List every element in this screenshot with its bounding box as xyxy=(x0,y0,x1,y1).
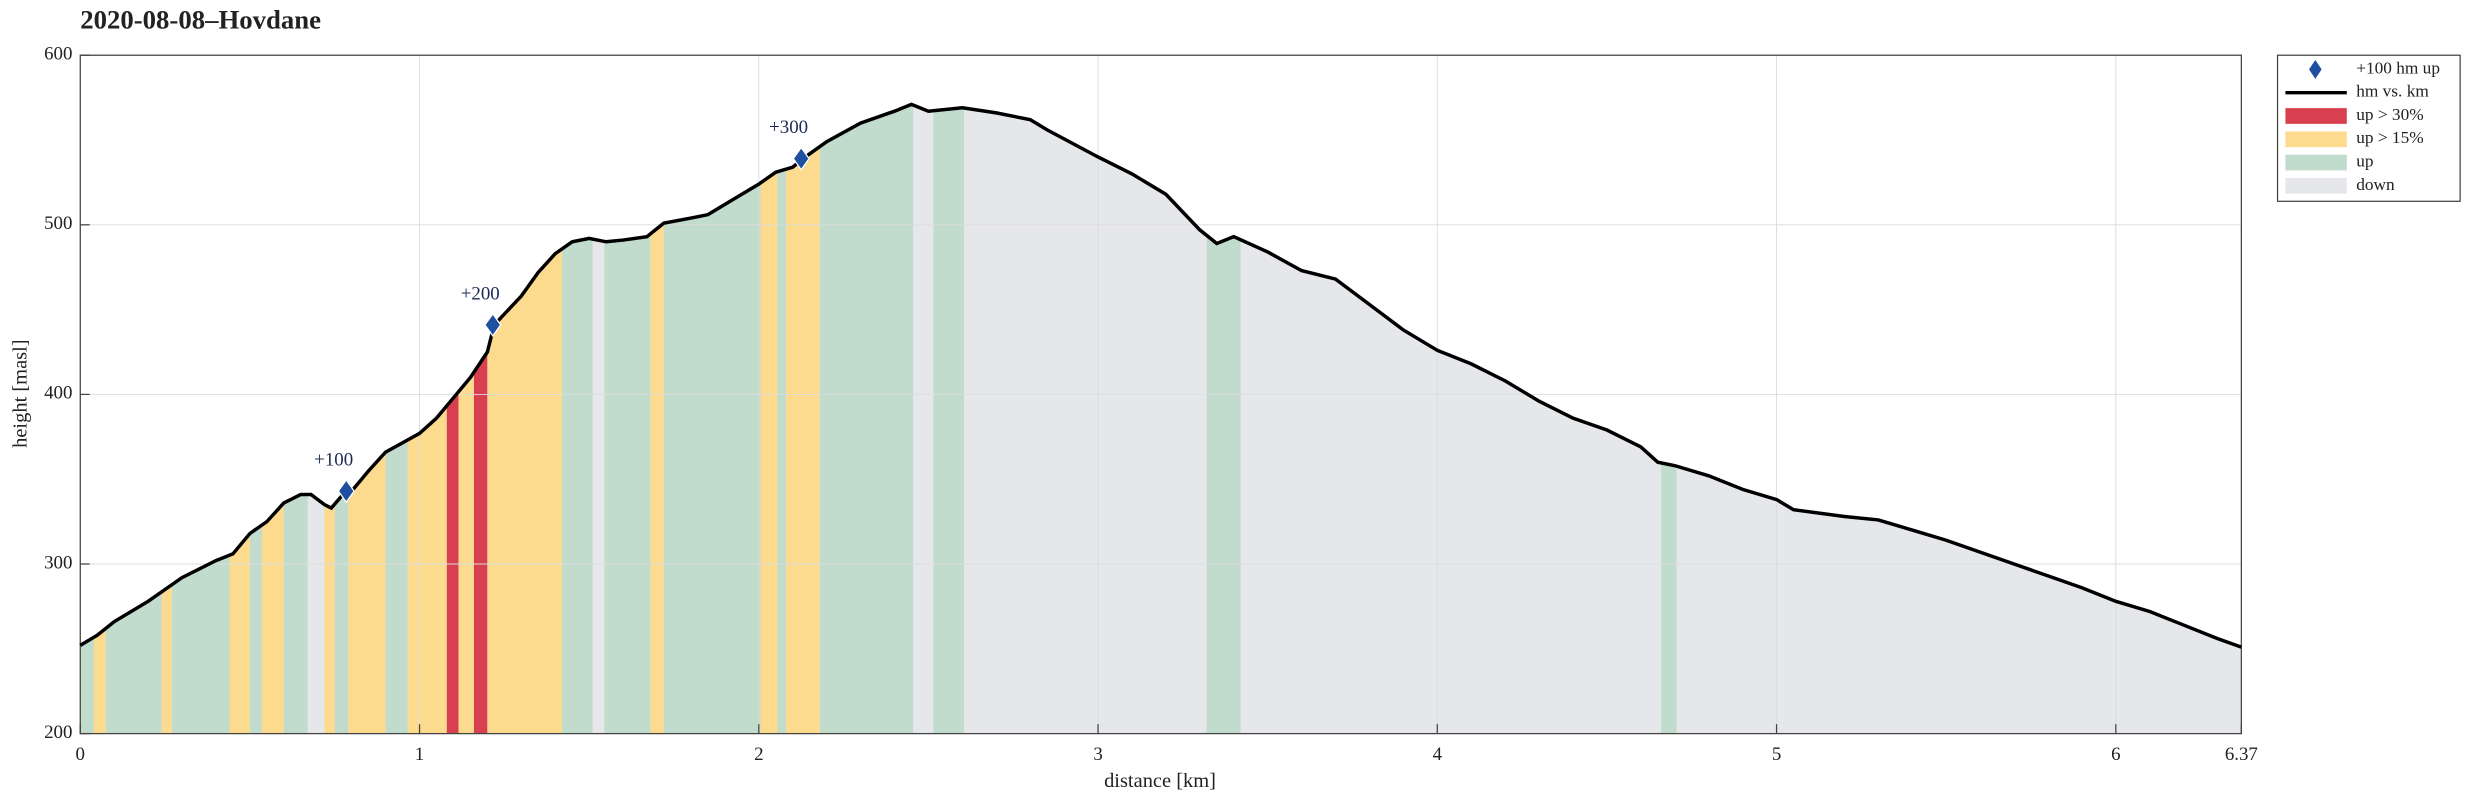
slope-band xyxy=(760,104,778,734)
slope-band xyxy=(777,104,786,734)
legend-patch xyxy=(2285,154,2347,171)
legend-patch xyxy=(2285,177,2347,194)
marker-label: +300 xyxy=(769,117,808,138)
y-tick-label: 600 xyxy=(44,44,72,65)
y-tick-label: 300 xyxy=(44,552,72,573)
slope-band xyxy=(446,104,459,734)
legend-label: +100 hm up xyxy=(2356,58,2440,77)
y-tick-label: 400 xyxy=(44,383,72,404)
legend-label: up xyxy=(2356,152,2373,171)
marker xyxy=(792,146,810,171)
legend-patch xyxy=(2285,131,2347,148)
x-tick-label: 3 xyxy=(1093,744,1102,765)
slope-band xyxy=(933,104,965,734)
x-tick-label: 6 xyxy=(2111,744,2120,765)
marker-label: +200 xyxy=(461,283,500,304)
slope-band xyxy=(785,104,820,734)
marker xyxy=(484,312,502,337)
legend-marker xyxy=(2309,59,2322,79)
y-axis-label: height [masl] xyxy=(10,339,32,447)
x-tick-label: 6.37 xyxy=(2225,744,2258,765)
x-tick-label: 5 xyxy=(1772,744,1781,765)
legend-label: down xyxy=(2356,175,2395,194)
x-axis-label: distance [km] xyxy=(1104,770,1216,792)
marker-label: +100 xyxy=(314,450,353,471)
chart-title: 2020-08-08–Hovdane xyxy=(80,4,321,34)
legend-patch xyxy=(2285,108,2347,124)
y-tick-label: 200 xyxy=(44,722,72,743)
slope-band xyxy=(819,104,914,734)
x-tick-label: 2 xyxy=(754,744,763,765)
legend-label: hm vs. km xyxy=(2356,82,2429,101)
y-tick-label: 500 xyxy=(44,213,72,234)
x-tick-label: 1 xyxy=(415,744,424,765)
legend-label: up > 30% xyxy=(2356,105,2423,124)
legend-box xyxy=(2276,54,2461,202)
legend-label: up > 15% xyxy=(2356,128,2423,147)
x-tick-label: 0 xyxy=(76,744,85,765)
slope-band xyxy=(650,104,664,734)
marker xyxy=(337,478,355,504)
x-tick-label: 4 xyxy=(1433,744,1443,765)
